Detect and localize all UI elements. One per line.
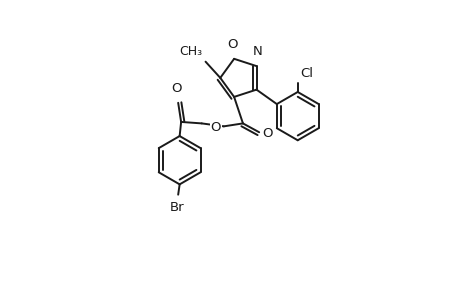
Text: O: O [227, 38, 237, 51]
Text: N: N [252, 45, 262, 58]
Text: CH₃: CH₃ [179, 45, 202, 58]
Text: O: O [171, 82, 182, 95]
Text: Br: Br [169, 200, 184, 214]
Text: O: O [262, 127, 272, 140]
Text: O: O [210, 121, 220, 134]
Text: Cl: Cl [300, 67, 313, 80]
